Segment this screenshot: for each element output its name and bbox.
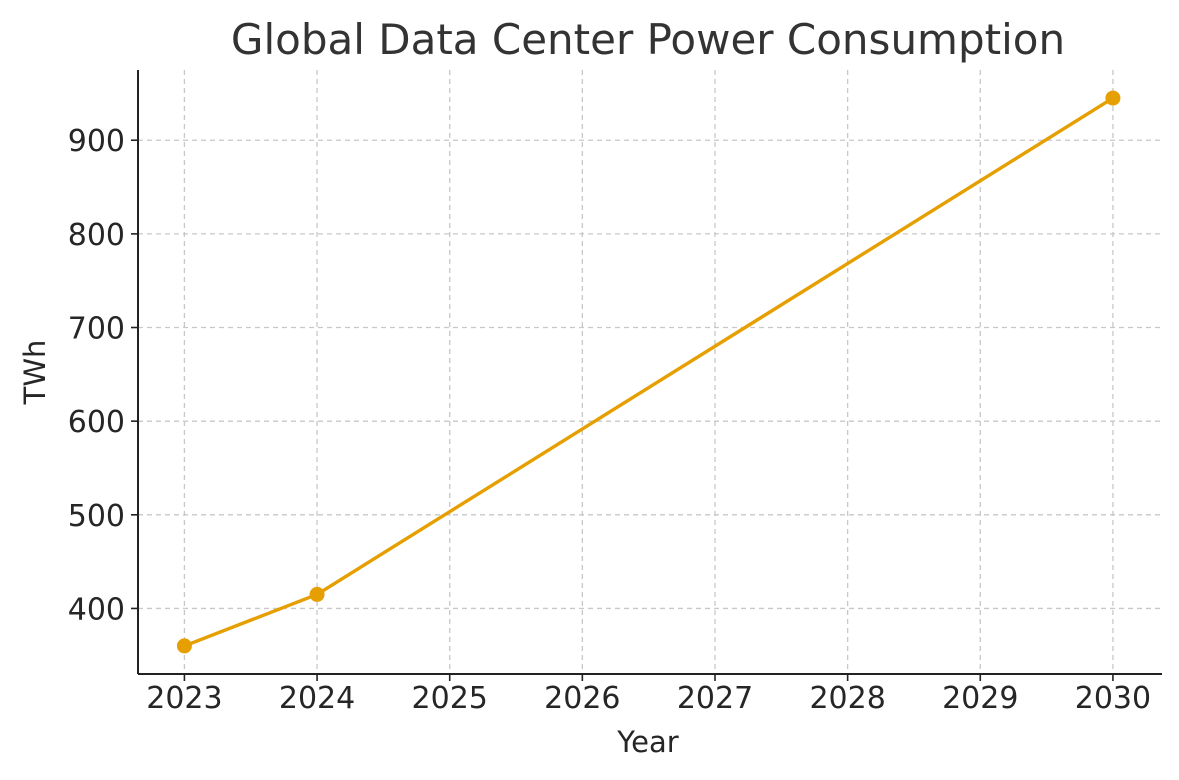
x-tick-label: 2023 bbox=[146, 681, 222, 716]
data-point-2024 bbox=[309, 586, 325, 602]
x-tick-label: 2028 bbox=[809, 681, 885, 716]
y-tick-label: 900 bbox=[68, 124, 125, 159]
y-tick-label: 600 bbox=[68, 405, 125, 440]
chart-title: Global Data Center Power Consumption bbox=[231, 15, 1065, 64]
axes bbox=[137, 70, 1162, 675]
series bbox=[176, 90, 1121, 654]
x-tick-label: 2029 bbox=[942, 681, 1018, 716]
x-tick-label: 2026 bbox=[544, 681, 620, 716]
x-tick-label: 2025 bbox=[412, 681, 488, 716]
y-tick-label: 700 bbox=[68, 312, 125, 347]
data-point-2030 bbox=[1105, 90, 1121, 106]
x-tick-label: 2024 bbox=[279, 681, 355, 716]
y-axis-title: TWh bbox=[18, 340, 52, 406]
x-tick-label: 2027 bbox=[677, 681, 753, 716]
y-tick-label: 400 bbox=[68, 592, 125, 627]
series-line bbox=[182, 96, 1115, 648]
grid bbox=[138, 70, 1162, 674]
data-point-2023 bbox=[176, 638, 192, 654]
x-axis-title: Year bbox=[616, 725, 678, 759]
x-tick-label: 2030 bbox=[1075, 681, 1151, 716]
y-tick-label: 800 bbox=[68, 218, 125, 253]
y-tick-label: 500 bbox=[68, 499, 125, 534]
ticks: 2023 2024 2025 2026 2027 2028 2029 2030 400 500 60… bbox=[68, 124, 1151, 716]
